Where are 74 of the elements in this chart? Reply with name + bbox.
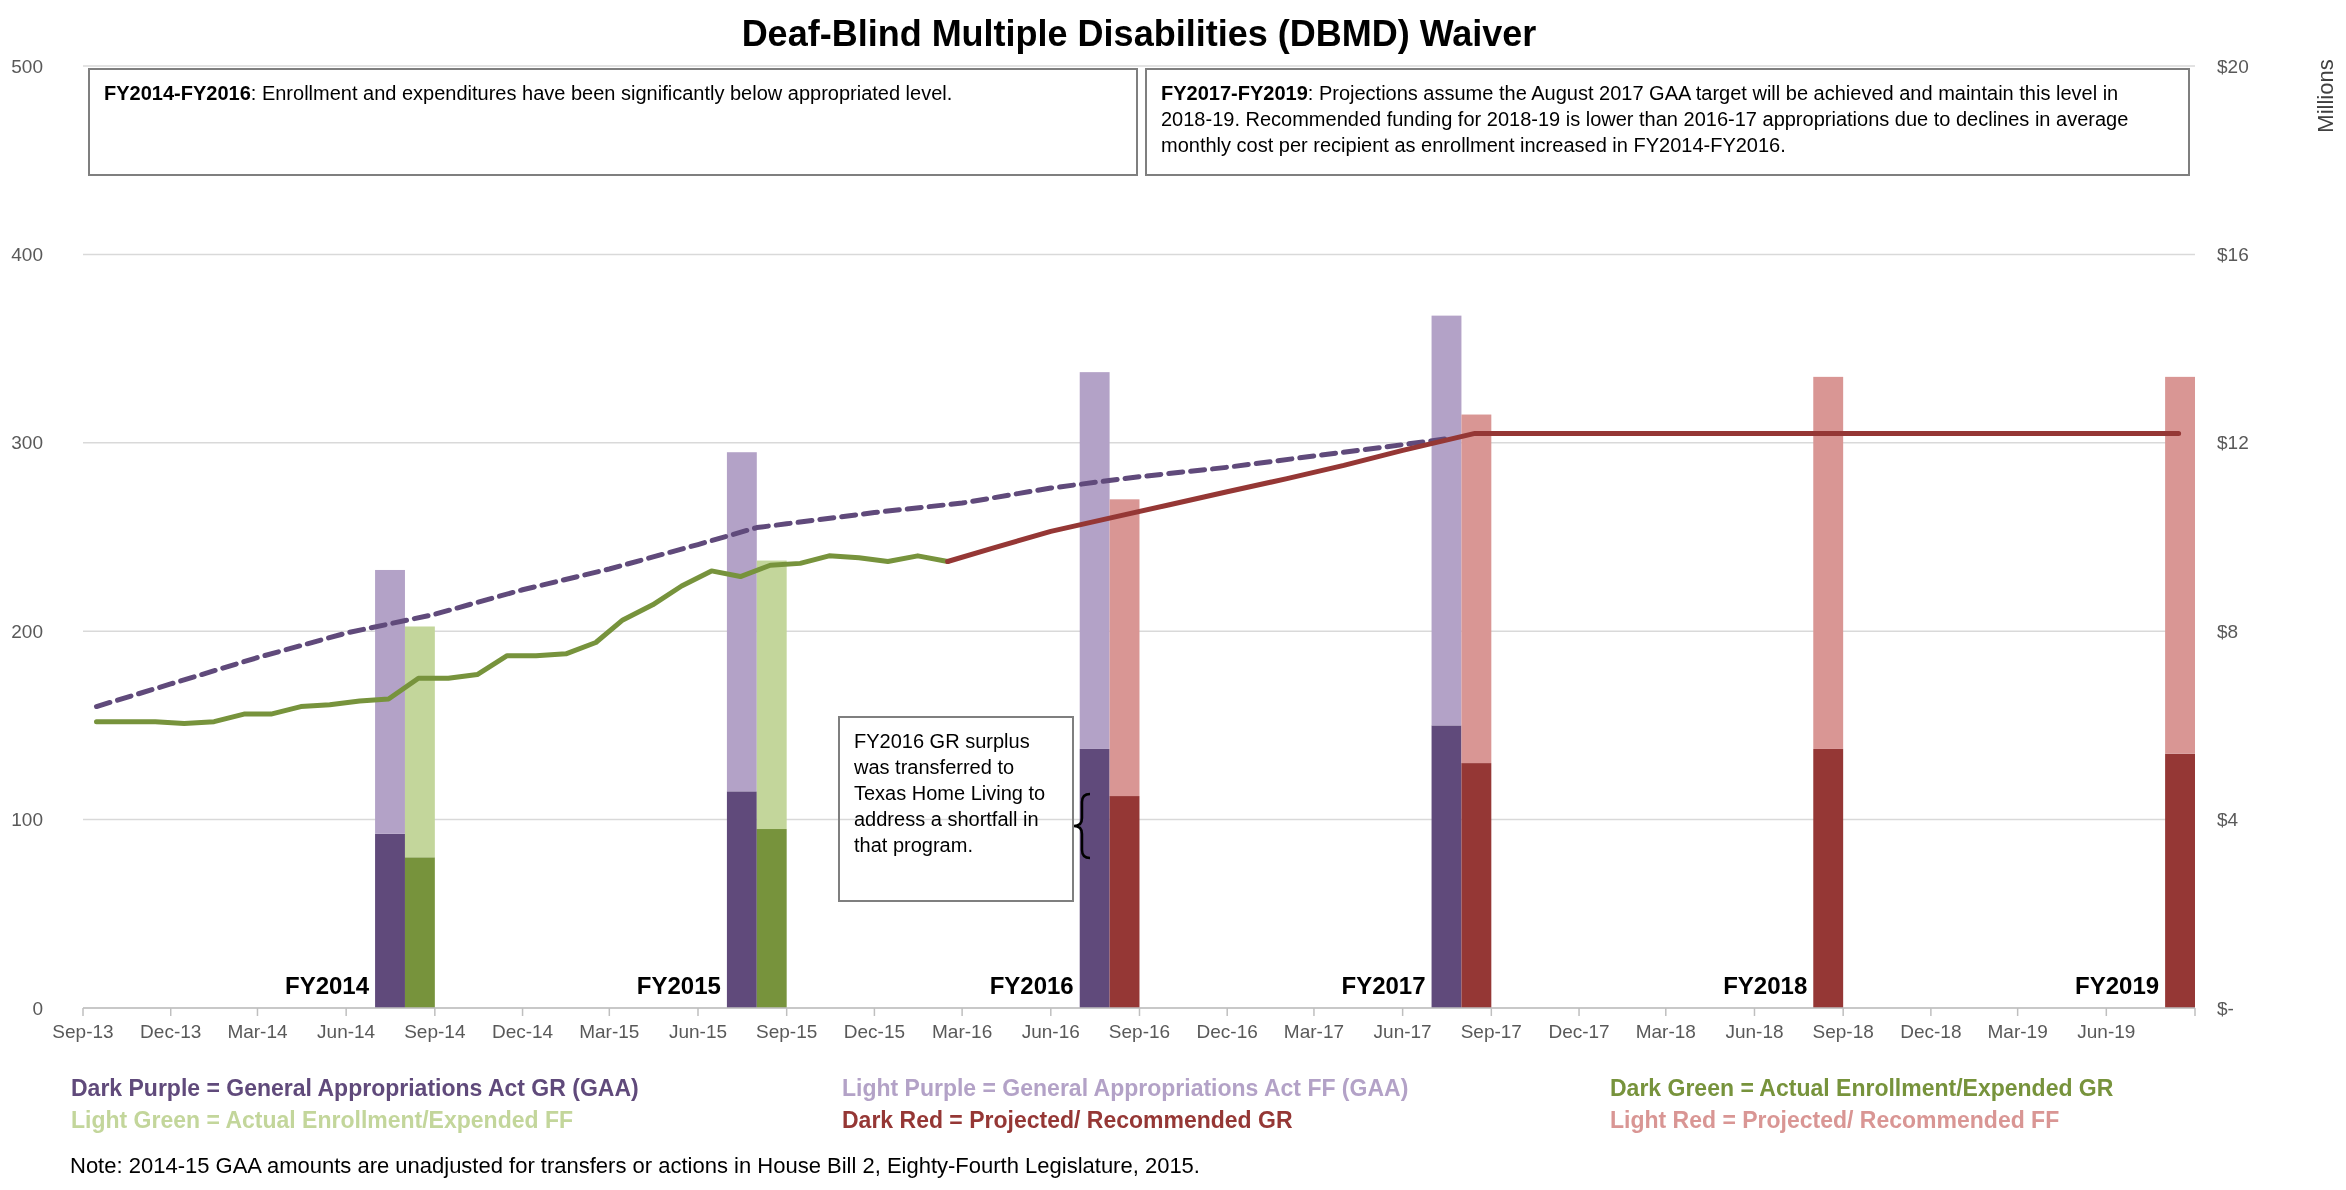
x-tick-label: Sep-18 — [1812, 1021, 1874, 1042]
x-tick-label: Jun-14 — [317, 1021, 376, 1042]
bar — [1813, 376, 1844, 749]
bar — [2165, 376, 2195, 754]
bar — [1431, 315, 1462, 726]
y2-tick-label: $4 — [2217, 809, 2239, 831]
bar — [1813, 748, 1844, 1008]
bar — [756, 560, 787, 830]
bar — [2165, 753, 2195, 1008]
y2-axis-title: Millions — [2312, 59, 2338, 133]
text: Light Purple = General Appropriations Act FF (GAA) — [842, 1075, 1409, 1102]
y-tick-label: 400 — [11, 244, 43, 266]
x-tick-label: Jun-18 — [1725, 1021, 1784, 1042]
x-tick-label: Sep-17 — [1460, 1021, 1522, 1042]
y2-tick-label: $20 — [2217, 55, 2249, 77]
text: Dark Purple = General Appropriations Act GR (GAA) — [71, 1075, 639, 1102]
x-tick-label: Mar-16 — [932, 1021, 993, 1042]
text: Note: 2014-15 GAA amounts are unadjusted for transfers or actions in House Bill 2, Eighty-Fourth Legislature, 2015. — [70, 1152, 1201, 1180]
x-tick-label: Mar-14 — [227, 1021, 288, 1042]
x-tick-label: Dec-13 — [140, 1021, 202, 1042]
y-tick-label: 100 — [11, 809, 43, 831]
bar — [756, 829, 787, 1008]
bar — [726, 791, 757, 1008]
x-tick-label: Sep-15 — [756, 1021, 818, 1042]
y2-tick-label: $12 — [2217, 432, 2249, 454]
bar — [1109, 796, 1140, 1008]
bar — [375, 569, 405, 834]
x-tick-label: Jun-17 — [1373, 1021, 1432, 1042]
x-tick-label: Jun-16 — [1021, 1021, 1080, 1042]
text: Light Red = Projected/ Recommended FF — [1610, 1107, 2060, 1134]
x-tick-label: Sep-14 — [404, 1021, 466, 1042]
text: Dark Green = Actual Enrollment/Expended GR — [1610, 1075, 2114, 1102]
x-tick-label: Jun-19 — [2077, 1021, 2136, 1042]
x-tick-label: Sep-16 — [1108, 1021, 1171, 1042]
bar — [1461, 414, 1492, 764]
y2-tick-label: $16 — [2217, 244, 2249, 266]
x-tick-label: Sep-13 — [52, 1021, 114, 1042]
annotation: FY2016 GR surplus was transferred to Texas Home Living to address a shortfall in that program. — [838, 716, 1074, 902]
bar — [1431, 725, 1462, 1008]
annotation: FY2015 — [636, 972, 721, 999]
x-tick-label: Dec-15 — [843, 1021, 906, 1042]
bar — [375, 833, 405, 1008]
x-tick-label: Mar-19 — [1987, 1021, 2048, 1042]
annotation: FY2017-FY2019: Projections assume the August 2017 GAA target will be achieved and maintain this level in 2018-19. Recommended funding for 2018-19 is lower than 2016-17 appropriations due to declines in average monthly cost per recipient as enrollment increased in FY2014-FY2016. — [1145, 68, 2190, 176]
x-tick-label: Mar-17 — [1283, 1021, 1345, 1042]
bar — [1079, 372, 1110, 749]
x-tick-label: Mar-15 — [579, 1021, 640, 1042]
text: Dark Red = Projected/ Recommended GR — [842, 1107, 1293, 1134]
y2-tick-label: $8 — [2217, 620, 2239, 642]
y-tick-label: 200 — [11, 620, 43, 642]
x-tick-label: Mar-18 — [1635, 1021, 1696, 1042]
x-tick-label: Jun-15 — [668, 1021, 728, 1042]
bar — [404, 857, 435, 1008]
x-tick-label: Dec-18 — [1900, 1021, 1962, 1042]
x-tick-label: Dec-16 — [1196, 1021, 1258, 1042]
annotation: FY2014-FY2016: Enrollment and expenditures have been significantly below appropriated level. — [88, 68, 1138, 176]
x-tick-label: Dec-17 — [1548, 1021, 1610, 1042]
y-tick-label: 500 — [11, 55, 43, 77]
annotation: FY2016 — [989, 972, 1074, 999]
bar — [1461, 763, 1492, 1008]
bar — [404, 626, 435, 858]
text: Light Green = Actual Enrollment/Expended FF — [71, 1107, 574, 1134]
annotation: FY2014 — [285, 972, 370, 999]
bar — [1109, 499, 1140, 797]
bar — [726, 452, 757, 792]
annotation: FY2019 — [2075, 972, 2160, 999]
y-tick-label: 300 — [11, 432, 43, 454]
y2-tick-label: $- — [2217, 997, 2234, 1019]
x-tick-label: Dec-14 — [491, 1021, 554, 1042]
annotation: FY2017 — [1341, 972, 1426, 999]
chart-title: Deaf-Blind Multiple Disabilities (DBMD) Waiver — [741, 13, 1537, 54]
annotation: FY2018 — [1723, 972, 1808, 999]
y-tick-label: 0 — [32, 997, 43, 1019]
bar — [1079, 748, 1110, 1008]
